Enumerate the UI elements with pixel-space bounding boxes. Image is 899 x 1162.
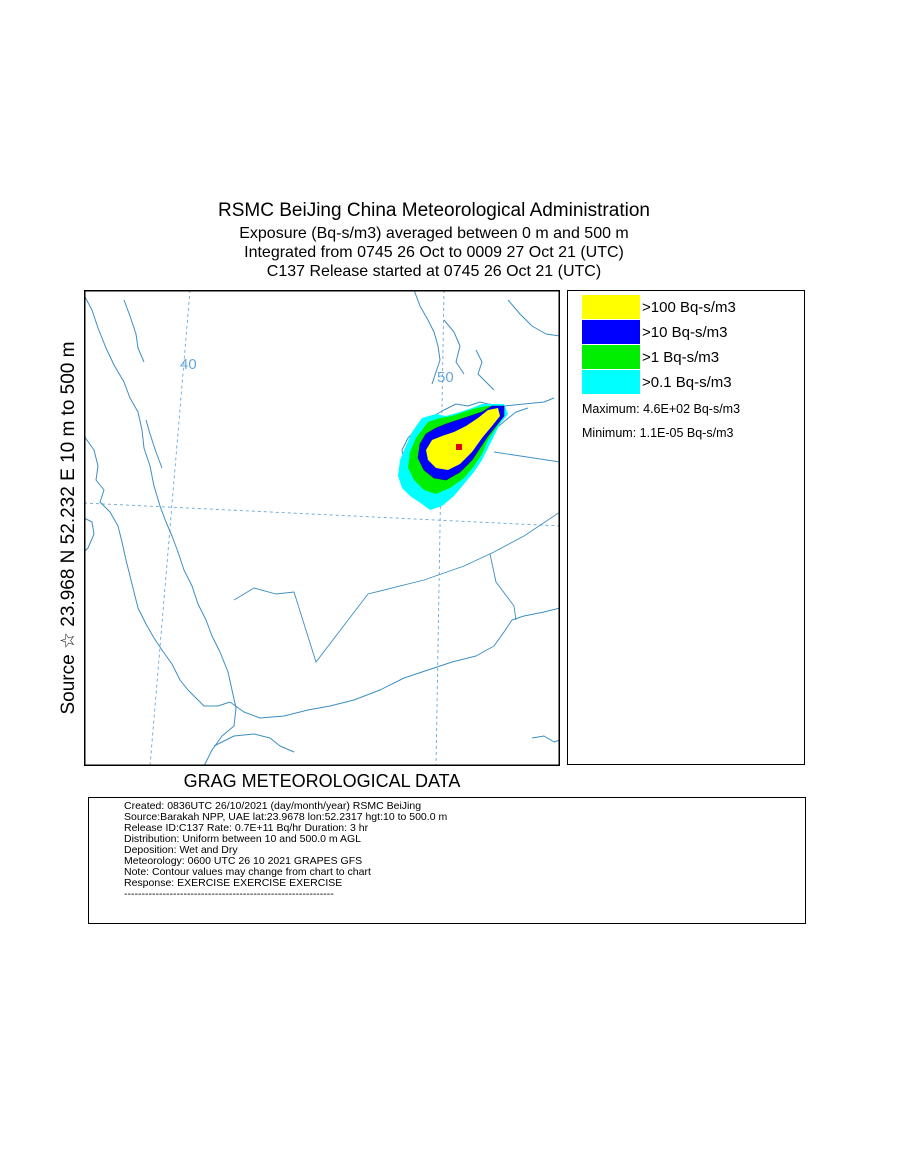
met-data-title: GRAG METEOROLOGICAL DATA: [183, 771, 461, 791]
info-line: Deposition: Wet and Dry: [124, 844, 238, 856]
legend-label: >100 Bq-s/m3: [642, 298, 736, 316]
band-gt100: [426, 408, 500, 470]
borders: [233, 451, 560, 663]
meridian-40: [149, 290, 191, 766]
run-info-box: Created: 0836UTC 26/10/2021 (day/month/y…: [88, 797, 806, 924]
info-line: Meteorology: 0600 UTC 26 10 2021 GRAPES …: [124, 855, 363, 867]
source-location-label-wrap: Source ☆ 23.968 N 52.232 E 10 m to 500 m: [56, 290, 82, 766]
concentration-legend: >100 Bq-s/m3 >10 Bq-s/m3 >1 Bq-s/m3 >0.1…: [567, 290, 805, 765]
info-line: Distribution: Uniform between 10 and 500…: [124, 833, 361, 845]
legend-swatch-blue: [582, 320, 640, 344]
meridian-50: [435, 290, 445, 766]
integration-period: Integrated from 0745 26 Oct to 0009 27 O…: [244, 244, 624, 261]
legend-label: >1 Bq-s/m3: [642, 348, 720, 366]
lat-lon-grid: [84, 290, 560, 766]
info-line: Response: EXERCISE EXERCISE EXERCISE: [124, 877, 343, 889]
coastlines: [84, 290, 560, 766]
legend-item-gt01: >0.1 Bq-s/m3: [582, 370, 732, 394]
legend-minimum: Minimum: 1.1E-05 Bq-s/m3: [582, 426, 734, 440]
legend-swatch-yellow: [582, 295, 640, 319]
saudi-iraq-border: [233, 511, 560, 663]
gulf-border: [493, 451, 560, 463]
info-line: Source:Barakah NPP, UAE lat:23.9678 lon:…: [124, 811, 448, 823]
source-location-label: Source ☆ 23.968 N 52.232 E 10 m to 500 m: [58, 341, 79, 715]
release-start: C137 Release started at 0745 26 Oct 21 (…: [266, 263, 602, 280]
legend-swatch-cyan: [582, 370, 640, 394]
legend-item-gt10: >10 Bq-s/m3: [582, 320, 727, 344]
legend-maximum: Maximum: 4.6E+02 Bq-s/m3: [582, 402, 741, 416]
parallel-line: [84, 502, 560, 527]
grid-label-40: 40: [180, 356, 197, 373]
saudi-yemen-border: [489, 553, 517, 621]
legend-swatch-green: [582, 345, 640, 369]
chart-title: RSMC BeiJing China Meteorological Admini…: [218, 200, 650, 221]
grid-label-50: 50: [437, 369, 454, 386]
info-line: Created: 0836UTC 26/10/2021 (day/month/y…: [124, 800, 422, 812]
plume: [398, 404, 508, 510]
legend-item-gt100: >100 Bq-s/m3: [582, 295, 736, 319]
max-concentration-marker: [456, 444, 462, 450]
plume-map: 40 50: [84, 290, 560, 766]
info-line: ----------------------------------------…: [124, 888, 334, 900]
info-line: Note: Contour values may change from cha…: [124, 866, 371, 878]
legend-item-gt1: >1 Bq-s/m3: [582, 345, 719, 369]
legend-label: >10 Bq-s/m3: [642, 323, 728, 341]
exposure-subtitle: Exposure (Bq-s/m3) averaged between 0 m …: [239, 225, 629, 242]
info-line: Release ID:C137 Rate: 0.7E+11 Bq/hr Dura…: [124, 822, 369, 834]
legend-label: >0.1 Bq-s/m3: [642, 373, 732, 391]
